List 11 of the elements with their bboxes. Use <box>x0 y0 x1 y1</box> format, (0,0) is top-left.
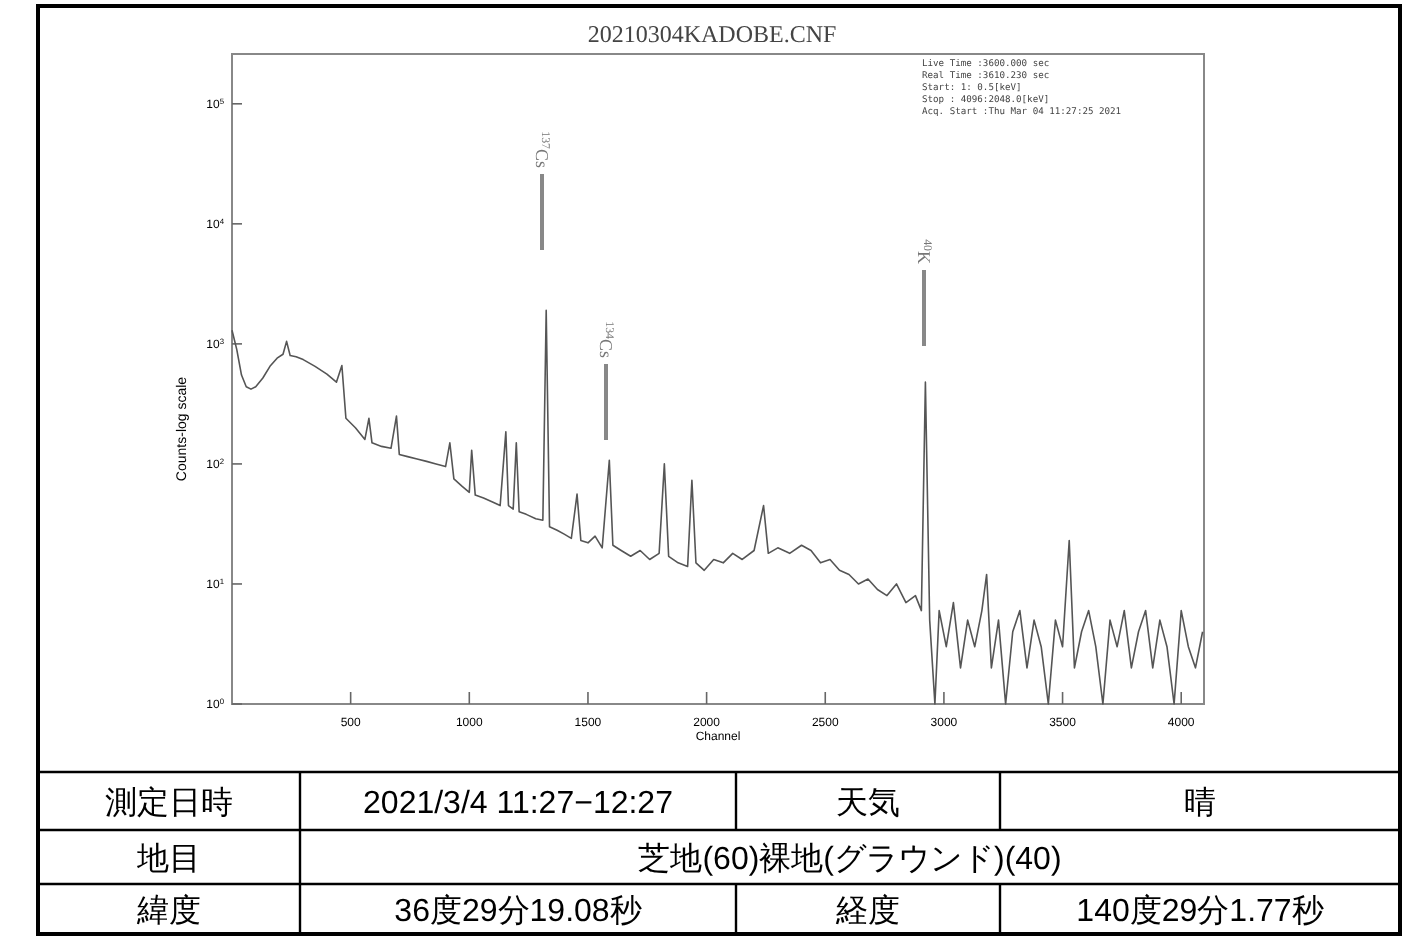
text: 経度 <box>834 893 900 929</box>
text: 天気 <box>836 787 900 821</box>
text: 晴 <box>1184 785 1216 821</box>
text: 緯度 <box>135 893 201 929</box>
text: 地目 <box>135 841 201 877</box>
text: 140度29分1.77秒 <box>1076 893 1324 929</box>
text: 2021/3/4 11:27−12:27 <box>363 787 674 821</box>
text: 36度29分19.08秒 <box>394 893 642 929</box>
text: 芝地(60)裸地(グラウンド)(40) <box>638 841 1062 877</box>
chart-title: 20210304KADOBE.CNF <box>587 20 837 48</box>
text: 測定日時 <box>105 785 233 821</box>
